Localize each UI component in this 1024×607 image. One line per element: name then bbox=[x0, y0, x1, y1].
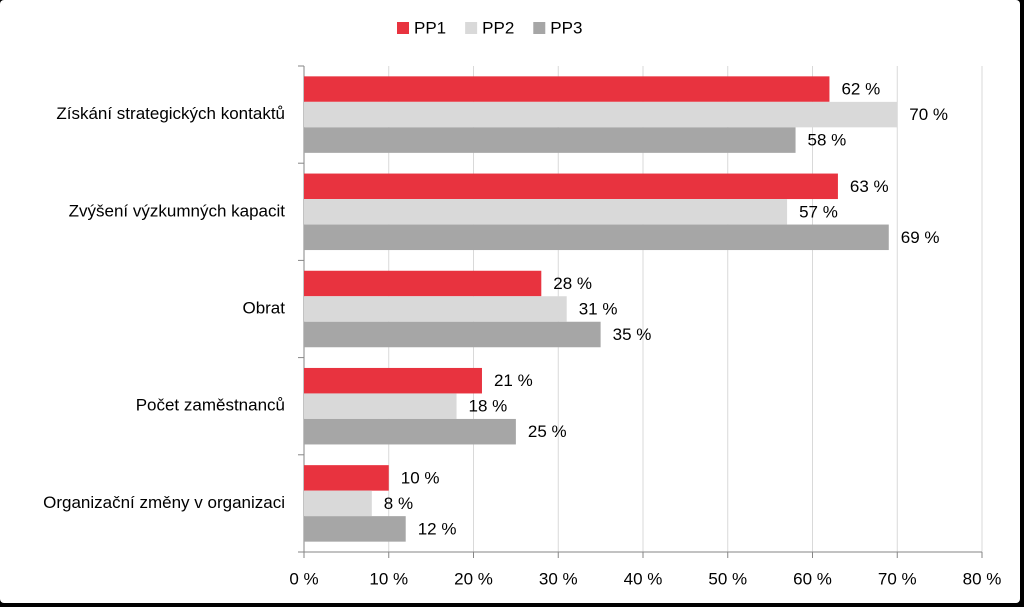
x-tick-label: 60 % bbox=[793, 569, 832, 588]
value-label: 70 % bbox=[909, 105, 948, 124]
x-tick-label: 70 % bbox=[878, 569, 917, 588]
bar bbox=[304, 101, 898, 128]
value-label: 58 % bbox=[808, 131, 847, 150]
legend-swatch bbox=[465, 22, 478, 34]
bar bbox=[304, 516, 406, 542]
bar bbox=[304, 490, 372, 517]
bar bbox=[304, 199, 788, 225]
bar bbox=[304, 296, 567, 322]
value-label: 69 % bbox=[901, 228, 940, 247]
y-tick-label: Počet zaměstnanců bbox=[136, 396, 285, 415]
x-tick-label: 30 % bbox=[539, 569, 578, 588]
legend-swatch bbox=[397, 22, 409, 34]
bar bbox=[304, 321, 601, 348]
legend-label: PP3 bbox=[550, 18, 582, 37]
bar bbox=[304, 127, 796, 153]
x-tick-label: 20 % bbox=[454, 569, 493, 588]
bar bbox=[304, 270, 542, 297]
x-tick-label: 10 % bbox=[369, 569, 408, 588]
x-tick-label: 0 % bbox=[289, 569, 318, 588]
value-label: 21 % bbox=[494, 371, 533, 390]
value-label: 12 % bbox=[418, 519, 457, 538]
x-tick-label: 40 % bbox=[624, 569, 663, 588]
value-label: 25 % bbox=[528, 422, 567, 441]
value-label: 57 % bbox=[799, 202, 838, 221]
bar bbox=[304, 173, 838, 200]
value-label: 63 % bbox=[850, 177, 889, 196]
y-tick-label: Organizační změny v organizaci bbox=[43, 493, 285, 512]
bar bbox=[304, 465, 389, 491]
value-label: 62 % bbox=[841, 80, 880, 99]
value-label: 18 % bbox=[469, 397, 508, 416]
value-label: 31 % bbox=[579, 299, 618, 318]
value-label: 35 % bbox=[613, 325, 652, 344]
value-label: 10 % bbox=[401, 468, 440, 487]
x-tick-label: 50 % bbox=[708, 569, 747, 588]
bar bbox=[304, 76, 830, 102]
value-label: 8 % bbox=[384, 494, 413, 513]
y-tick-label: Získání strategických kontaktů bbox=[56, 104, 285, 123]
bar bbox=[304, 367, 482, 394]
legend-label: PP1 bbox=[414, 18, 446, 37]
y-tick-label: Obrat bbox=[242, 298, 285, 317]
bar bbox=[304, 224, 889, 251]
x-tick-label: 80 % bbox=[963, 569, 1002, 588]
legend-swatch bbox=[533, 22, 546, 34]
y-tick-label: Zvýšení výzkumných kapacit bbox=[69, 201, 286, 220]
bar bbox=[304, 418, 516, 445]
value-label: 28 % bbox=[553, 274, 592, 293]
legend-label: PP2 bbox=[482, 18, 514, 37]
bar bbox=[304, 393, 457, 419]
